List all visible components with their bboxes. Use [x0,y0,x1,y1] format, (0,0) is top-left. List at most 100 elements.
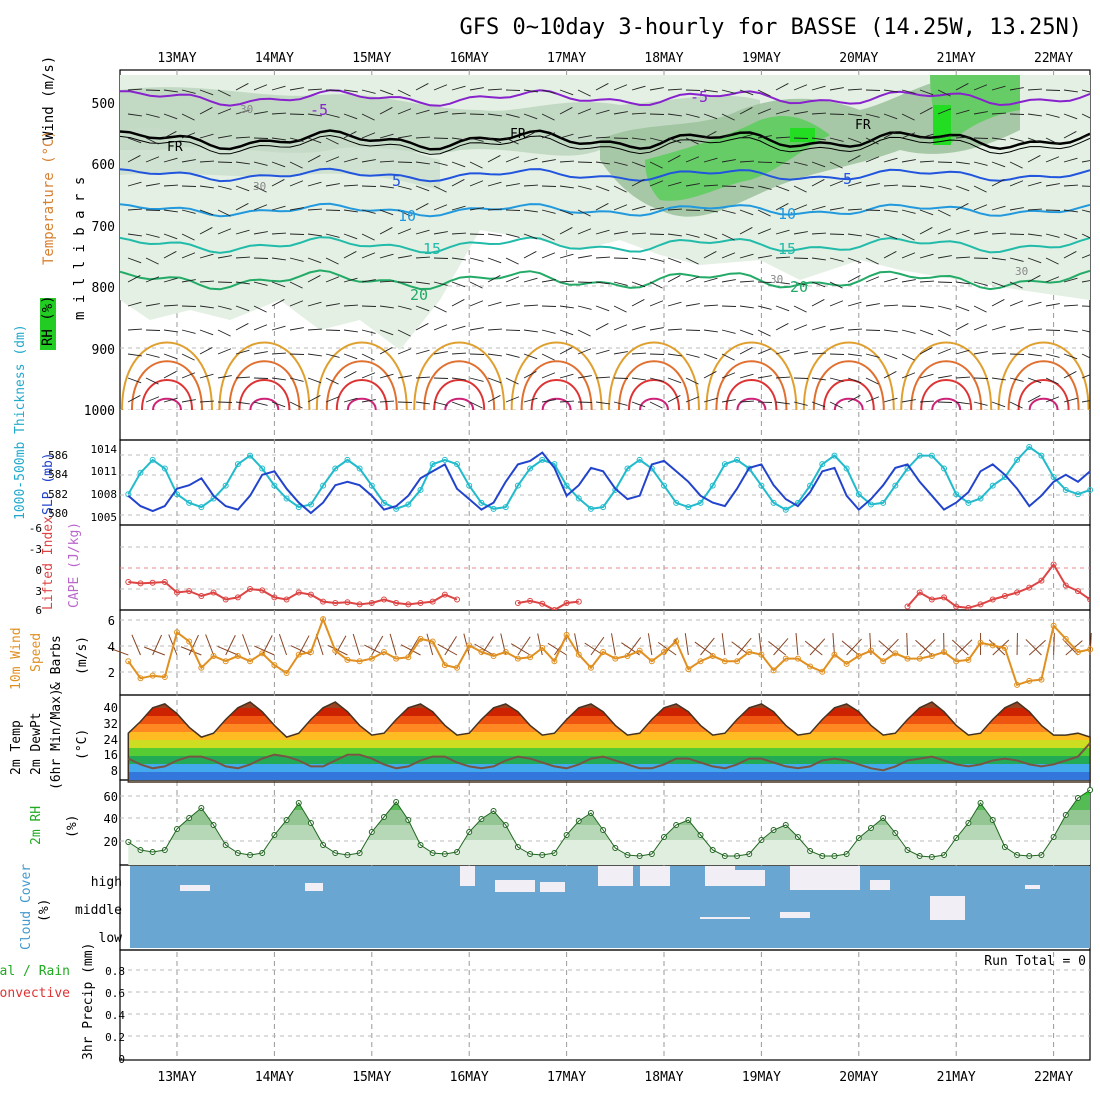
surface-temp-contour [639,397,669,410]
thickness-point [502,504,509,511]
wind-speed-point [356,658,363,665]
wind-barb [739,89,754,96]
wind-barb [1045,156,1060,163]
temp-band [128,702,1090,708]
wind-barb [973,185,987,193]
wind-barb [469,137,484,142]
wind-barb [865,113,880,118]
wind-barb [343,277,358,283]
lifted-index-point [1074,588,1081,595]
wind-barb [361,209,376,214]
wind-barb [325,233,340,238]
wind-barb [523,397,538,403]
lifted-index-point [320,598,327,605]
wind-speed-point [1001,645,1008,652]
wind-barb [343,89,358,93]
upper-ytick: 800 [92,281,115,296]
wind-barb [577,135,592,139]
wind-barb [343,329,358,333]
wind-barb [829,180,844,187]
wind-barb [253,161,268,166]
wind-barb [217,348,232,355]
surface-temp-contour [931,397,962,410]
wind-barb [127,275,141,283]
upper-label-mb: m i l l i b a r s [72,177,88,320]
thickness-point [417,486,424,493]
wind-barb [1027,113,1042,117]
surface-temp-contour [715,360,788,410]
cloud-gap [540,882,565,892]
wind-barb [775,256,790,259]
wind-barb [343,371,357,379]
wind-barb [595,305,610,312]
wind-barb [901,372,916,379]
contour-label-rh30: 30 [240,103,253,116]
lifted-index-point [916,589,923,596]
thickness-point [819,461,826,468]
upper-label-temp: Temperature (°C) [41,130,57,265]
temp-band [128,756,1090,764]
wind-barb [1028,639,1046,656]
wind-barb [739,133,754,139]
wind-barb [667,155,681,163]
wind-barb [289,300,304,307]
wind-barb [389,633,397,656]
wind-barb [883,353,898,360]
wind-barb [613,305,627,313]
precip-tick: 0.2 [105,1031,125,1044]
thickness-point [880,499,887,506]
wind-barb [451,112,466,115]
lifted-index-point [928,596,935,603]
wind-barb [811,352,826,355]
wind-barb [487,257,502,264]
rh-point [1087,787,1094,793]
wind-barb [667,208,682,211]
wind-barb [649,180,664,187]
wind-barb [307,181,322,187]
thickness-point [1074,491,1081,498]
wind-barb [739,305,754,309]
wind-barb [343,353,358,360]
thickness-point [527,465,534,472]
wind-barb [667,113,682,117]
wind-barb [627,637,642,656]
temp-band [128,748,1090,756]
wind-barb [379,107,393,115]
cloud-gap [495,880,535,892]
wind-barb [541,159,556,163]
lifted-index-point [563,600,570,606]
wind-barb [811,137,826,141]
wind-barb [145,396,160,403]
wind-barb [315,633,324,656]
lifted-index-point [234,594,241,601]
wind-barb [901,233,915,241]
wind-barb [163,251,177,259]
thickness-point [283,495,290,502]
surface-temp-contour [131,360,203,410]
wind-barb [253,281,268,286]
wind-barb [775,401,790,405]
wind-barb [631,281,646,288]
temp-band [128,772,1090,780]
wind-barb [841,640,860,656]
wind-barb [217,108,232,115]
wind-barb [487,208,502,211]
wind-label-c: & Barbs [49,635,64,690]
wind-barb [915,639,933,656]
wind-speed-point [904,655,911,662]
wind-barb [451,85,466,91]
thickness-point [953,491,960,498]
wind-barb [1045,113,1060,118]
wind-speed-point [855,652,862,659]
wind-barb [451,137,466,141]
lifted-index-point [1050,561,1057,568]
surface-temp-contour [238,379,291,410]
wind-barb [721,89,736,94]
wind-barb [865,183,880,187]
wind-barb [1009,300,1024,307]
lifted-index-point [429,598,436,605]
temp-band [128,764,1090,772]
wind-barb [469,87,484,91]
upper-label-rh: RH (%) [40,295,56,346]
wind-barb [973,281,988,286]
